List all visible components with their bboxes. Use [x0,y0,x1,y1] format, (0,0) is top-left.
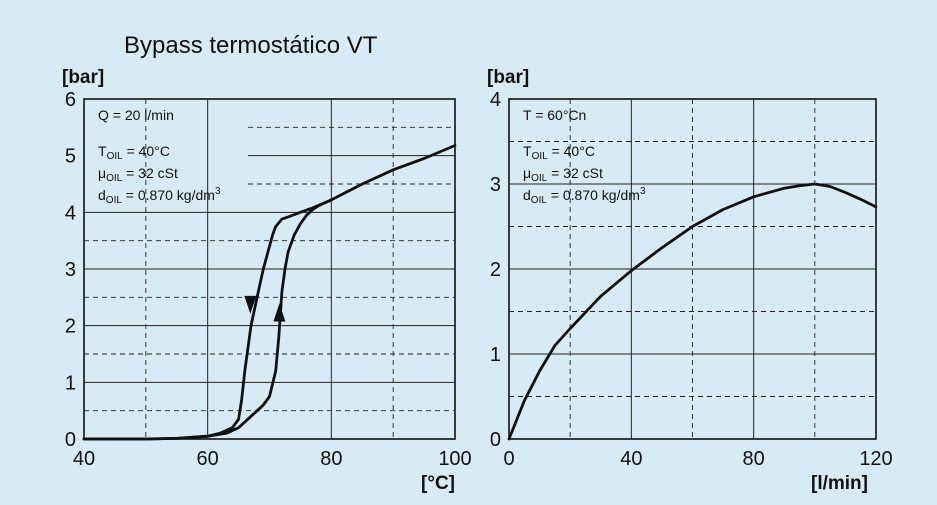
x-tick-label: 100 [438,448,471,470]
property-exponent: 3 [215,186,221,197]
property-subscript: OIL [532,151,549,162]
fluid-property-1: μOIL = 32 cSt [98,165,178,184]
property-value: = 0.870 kg/dm [547,187,640,203]
y-tick-label: 4 [65,202,76,224]
y-tick-label: 3 [490,174,501,196]
x-tick-label: 80 [320,448,342,470]
condition-note: Q = 20 l/min [98,107,174,123]
property-value: = 32 cSt [122,165,178,181]
y-tick-label: 1 [65,372,76,394]
fluid-property-1: μOIL = 32 cSt [523,165,603,184]
property-symbol: μ [523,165,531,181]
y-tick-label: 0 [65,429,76,451]
condition-note: T = 60°Cn [523,107,586,123]
x-tick-label: 40 [73,448,95,470]
x-tick-label: 40 [620,448,642,470]
y-tick-label: 2 [490,259,501,281]
series-line-falling [82,198,333,441]
property-subscript: OIL [106,195,123,206]
arrow-up-icon [273,303,286,322]
y-tick-label: 2 [65,316,76,338]
series-line-rising [82,144,457,441]
x-axis-label: [°C] [421,473,455,494]
property-value: = 0.870 kg/dm [122,187,215,203]
property-value: = 40°C [548,143,595,159]
y-tick-label: 1 [490,344,501,366]
arrow-down-icon [244,295,257,314]
fluid-property-0: TOIL = 40°C [98,143,170,162]
property-value: = 32 cSt [547,165,603,181]
x-tick-label: 120 [859,448,892,470]
property-symbol: d [523,187,531,203]
property-symbol: d [98,187,106,203]
property-subscript: OIL [531,173,548,184]
figure-title: Bypass termostático VT [124,32,378,59]
y-tick-label: 6 [65,89,76,111]
fluid-property-2: dOIL = 0.870 kg/dm3 [98,186,221,206]
y-axis-label: [bar] [62,67,104,88]
property-symbol: T [523,143,532,159]
property-exponent: 3 [640,186,646,197]
y-axis-label: [bar] [487,67,529,88]
series-line-0 [507,182,878,441]
x-tick-label: 60 [197,448,219,470]
property-subscript: OIL [107,151,124,162]
fluid-property-0: TOIL = 40°C [523,143,595,162]
x-tick-label: 0 [503,448,514,470]
x-axis-label: [l/min] [811,473,868,494]
y-tick-label: 3 [65,259,76,281]
y-tick-label: 0 [490,429,501,451]
y-tick-label: 5 [65,146,76,168]
property-subscript: OIL [106,173,123,184]
x-tick-label: 80 [743,448,765,470]
property-subscript: OIL [531,195,548,206]
property-symbol: T [98,143,107,159]
property-symbol: μ [98,165,106,181]
fluid-property-2: dOIL = 0.870 kg/dm3 [523,186,646,206]
property-value: = 40°C [123,143,170,159]
y-tick-label: 4 [490,89,501,111]
